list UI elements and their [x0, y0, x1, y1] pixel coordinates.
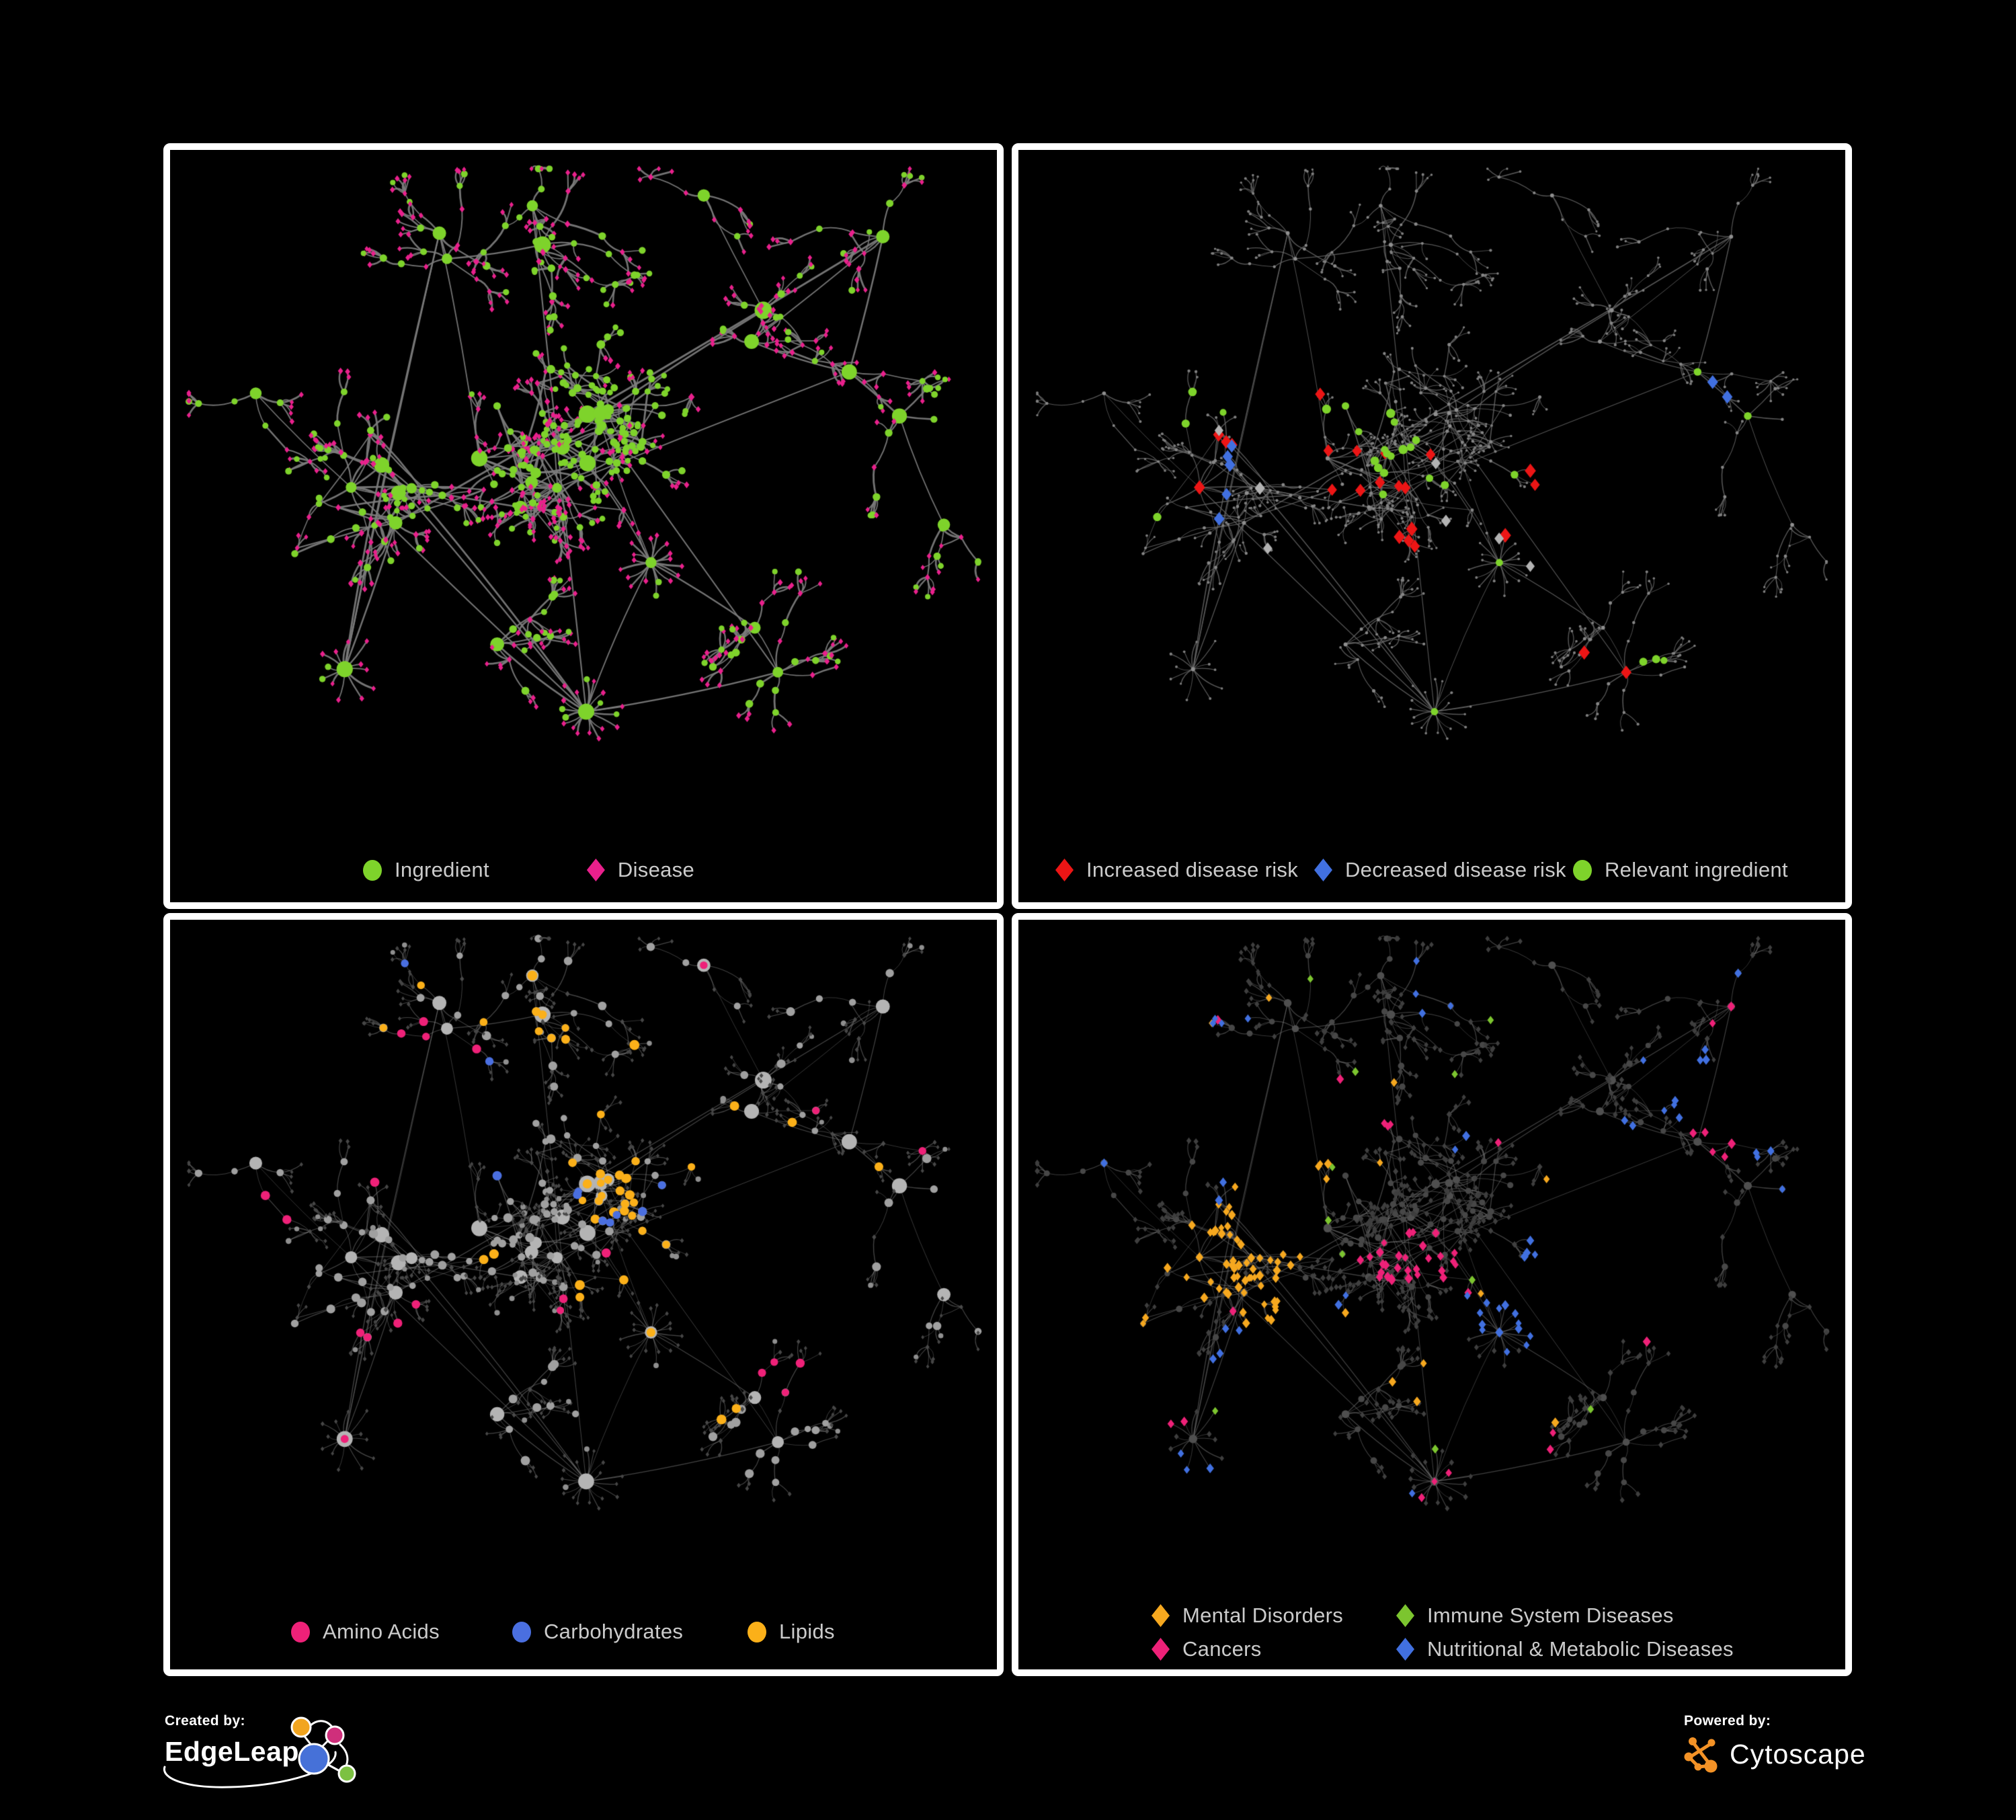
network-canvas-ingredient-class — [170, 920, 997, 1669]
network-canvas-disease-class — [1018, 920, 1845, 1669]
legend-item: Nutritional & Metabolic Diseases — [1396, 1637, 1845, 1661]
network-canvas-ingredient-disease — [170, 150, 997, 902]
legend-item: Amino Acids — [291, 1620, 512, 1644]
network-canvas-disease-risk — [1018, 150, 1845, 902]
panel-disease-risk-network: Increased disease risk Decreased disease… — [1012, 143, 1852, 909]
nutritional-metabolic-diamond-swatch-icon — [1396, 1638, 1414, 1661]
decreased-risk-diamond-swatch-icon — [1314, 859, 1332, 881]
legend-item: Mental Disorders — [1152, 1604, 1396, 1628]
legend-label: Decreased disease risk — [1345, 858, 1566, 881]
legend-label: Mental Disorders — [1182, 1604, 1344, 1627]
legend-label: Amino Acids — [323, 1620, 440, 1643]
legend-label: Nutritional & Metabolic Diseases — [1427, 1637, 1734, 1661]
legend-item: Disease — [586, 858, 694, 882]
legend-item: Ingredient — [363, 858, 489, 882]
legend-item: Relevant ingredient — [1573, 858, 1845, 882]
legend-label: Ingredient — [395, 858, 489, 881]
panel-ingredient-class-network: Amino Acids Carbohydrates Lipids — [163, 913, 1004, 1676]
edgeleap-wordmark: EdgeLeap — [165, 1736, 299, 1767]
cytoscape-network-icon — [1684, 1737, 1718, 1773]
disease-diamond-swatch-icon — [586, 859, 605, 881]
legend-label: Lipids — [779, 1620, 835, 1643]
ingredient-circle-swatch-icon — [363, 859, 382, 881]
cancers-diamond-swatch-icon — [1152, 1638, 1170, 1661]
legend-item: Cancers — [1152, 1637, 1396, 1661]
panel-disease-class-network: Mental Disorders Immune System Diseases … — [1012, 913, 1852, 1676]
amino-acids-circle-swatch-icon — [291, 1621, 310, 1643]
legend-label: Relevant ingredient — [1605, 858, 1788, 881]
legend-item: Immune System Diseases — [1396, 1604, 1845, 1628]
cytoscape-wordmark: Cytoscape — [1730, 1738, 1866, 1770]
relevant-ingredient-circle-swatch-icon — [1573, 859, 1592, 881]
legend-label: Immune System Diseases — [1427, 1604, 1674, 1627]
edgeleap-network-icon — [290, 1716, 356, 1783]
legend-label: Disease — [617, 858, 694, 881]
powered-by-label: Powered by: — [1684, 1713, 1771, 1729]
lipids-circle-swatch-icon — [748, 1621, 766, 1643]
legend-item: Carbohydrates — [512, 1620, 748, 1644]
created-by-label: Created by: — [165, 1713, 245, 1729]
legend-disease-class: Mental Disorders Immune System Diseases … — [1018, 1604, 1845, 1661]
edgeleap-logo: Created by: EdgeLeap — [163, 1713, 380, 1807]
legend-ingredient-disease: Ingredient Disease — [170, 858, 997, 882]
mental-disorders-diamond-swatch-icon — [1152, 1604, 1170, 1627]
legend-label: Increased disease risk — [1086, 858, 1299, 881]
legend-item: Decreased disease risk — [1314, 858, 1573, 882]
legend-item: Increased disease risk — [1055, 858, 1314, 882]
legend-item: Lipids — [748, 1620, 997, 1644]
cytoscape-logo: Powered by: Cytoscape — [1684, 1713, 1966, 1794]
legend-disease-risk: Increased disease risk Decreased disease… — [1018, 858, 1845, 882]
carbohydrates-circle-swatch-icon — [512, 1621, 531, 1643]
panel-ingredient-disease-network: Ingredient Disease — [163, 143, 1004, 909]
immune-diseases-diamond-swatch-icon — [1396, 1604, 1414, 1627]
legend-ingredient-class: Amino Acids Carbohydrates Lipids — [170, 1620, 997, 1644]
legend-label: Cancers — [1182, 1637, 1262, 1661]
legend-label: Carbohydrates — [544, 1620, 684, 1643]
increased-risk-diamond-swatch-icon — [1055, 859, 1074, 881]
